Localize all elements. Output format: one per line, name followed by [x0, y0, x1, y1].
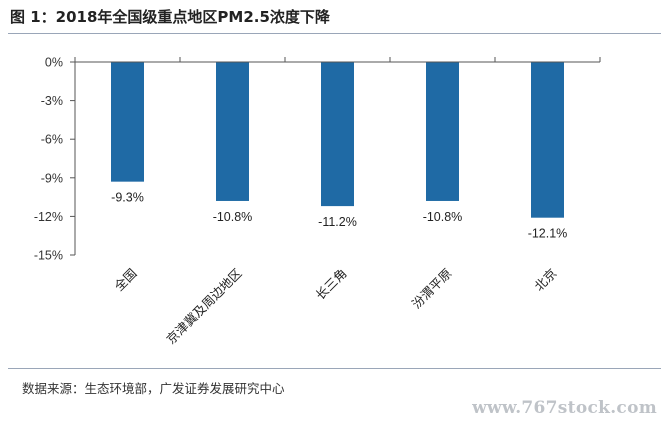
bars: [111, 62, 564, 218]
bar: [111, 62, 144, 182]
category-label: 全国: [111, 266, 139, 294]
bar-chart: 0% -3% -6% -9% -12% -15% -9.3% -10.8% -11.2% -10…: [34, 56, 601, 347]
watermark-logo: www.767stock.com: [472, 398, 657, 418]
y-tick-label: -12%: [34, 210, 63, 224]
data-label: -11.2%: [318, 215, 357, 229]
y-tick-label: -15%: [34, 249, 63, 263]
data-label: -10.8%: [423, 210, 463, 224]
figure-title: 图 1：2018年全国级重点地区PM2.5浓度下降: [10, 8, 330, 26]
bar: [321, 62, 354, 207]
data-labels: -9.3% -10.8% -11.2% -10.8% -12.1%: [111, 191, 567, 241]
y-tick-label: -3%: [41, 94, 63, 108]
source-rule: [8, 368, 661, 369]
category-label: 北京: [531, 266, 559, 294]
category-label: 京津冀及周边地区: [163, 266, 244, 347]
bar: [531, 62, 564, 218]
source-note: 数据来源：生态环境部，广发证券发展研究中心: [22, 381, 285, 396]
data-label: -12.1%: [528, 227, 568, 241]
category-label: 汾渭平原: [409, 266, 455, 312]
category-label: 长三角: [312, 266, 349, 303]
data-label: -10.8%: [213, 210, 253, 224]
y-tick-label: 0%: [45, 56, 63, 70]
bar: [426, 62, 459, 201]
bar: [216, 62, 249, 201]
data-label: -9.3%: [111, 191, 144, 205]
y-ticks: 0% -3% -6% -9% -12% -15%: [34, 56, 75, 263]
y-tick-label: -9%: [41, 171, 63, 185]
y-axis: 0% -3% -6% -9% -12% -15%: [34, 56, 76, 263]
title-rule: [8, 33, 661, 34]
y-tick-label: -6%: [41, 133, 63, 147]
